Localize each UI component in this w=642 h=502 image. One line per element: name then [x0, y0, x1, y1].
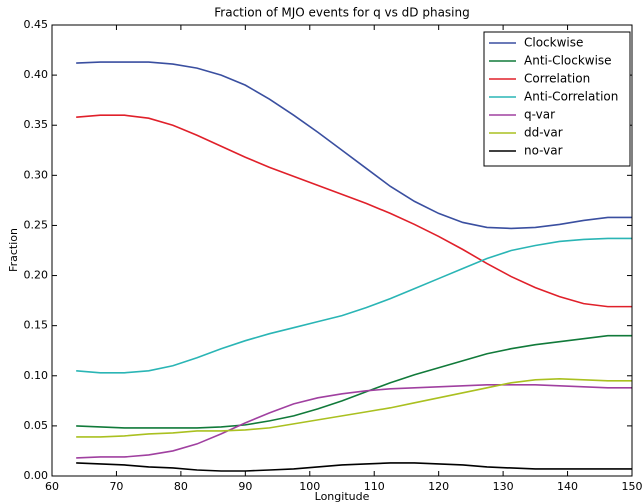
x-tick-label: 120 [428, 480, 449, 493]
y-tick-label: 0.40 [24, 68, 49, 81]
x-tick-label: 150 [622, 480, 642, 493]
x-tick-label: 80 [174, 480, 188, 493]
series-line [76, 114, 632, 308]
legend-label: Correlation [524, 72, 590, 86]
x-tick-label: 100 [299, 480, 320, 493]
x-tick-label: 60 [45, 480, 59, 493]
legend-label: Clockwise [524, 36, 583, 50]
y-tick-label: 0.10 [24, 369, 49, 382]
y-tick-label: 0.30 [24, 168, 49, 181]
legend-label: Anti-Correlation [524, 90, 618, 104]
series-line [76, 384, 632, 459]
x-axis-label: Longitude [315, 490, 370, 502]
series-line [76, 334, 632, 429]
legend-label: dd-var [524, 126, 563, 140]
y-tick-label: 0.15 [24, 319, 49, 332]
series-line [76, 237, 632, 374]
y-tick-label: 0.25 [24, 218, 49, 231]
plot-frame [51, 24, 633, 477]
y-tick-label: 0.05 [24, 419, 49, 432]
legend-label: q-var [524, 108, 555, 122]
y-tick-label: 0.35 [24, 118, 49, 131]
x-tick-label: 140 [557, 480, 578, 493]
y-axis-label: Fraction [7, 228, 20, 272]
chart-title: Fraction of MJO events for q vs dD phasi… [214, 6, 469, 20]
x-tick-label: 110 [364, 480, 385, 493]
y-tick-label: 0.20 [24, 269, 49, 282]
legend-label: no-var [524, 144, 563, 158]
series-line [76, 462, 632, 472]
series-line [76, 61, 632, 230]
legend-box [483, 31, 631, 167]
series-line [76, 377, 632, 438]
x-tick-label: 130 [493, 480, 514, 493]
x-tick-label: 90 [238, 480, 252, 493]
legend-label: Anti-Clockwise [524, 54, 612, 68]
y-tick-label: 0.45 [24, 18, 49, 31]
x-tick-label: 70 [109, 480, 123, 493]
y-tick-label: 0.00 [24, 469, 49, 482]
